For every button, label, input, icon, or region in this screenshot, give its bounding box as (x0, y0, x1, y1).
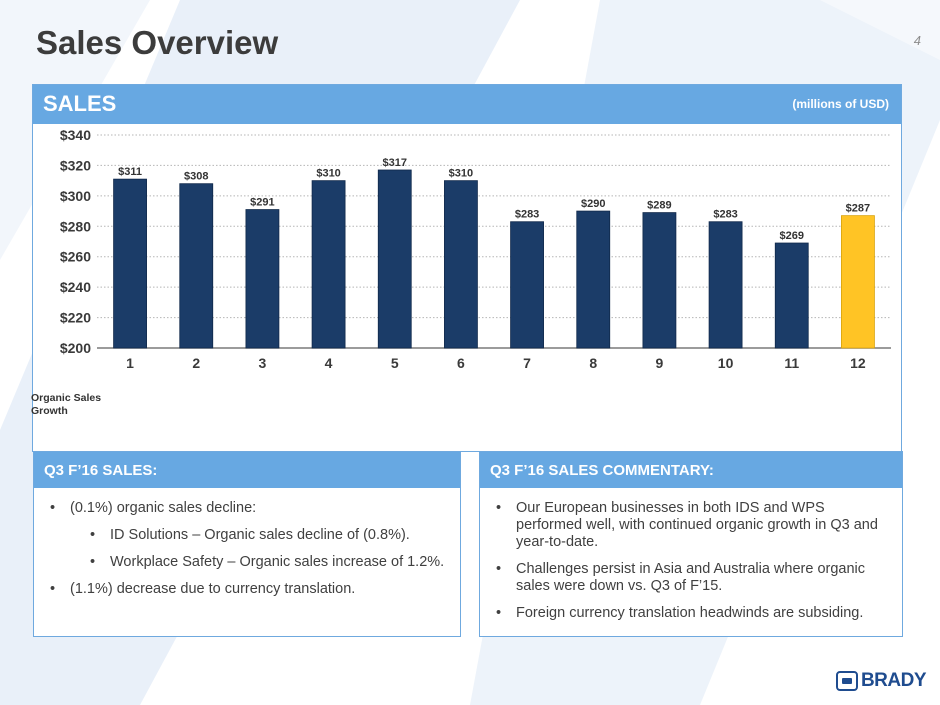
bullet-item: Challenges persist in Asia and Australia… (480, 561, 902, 595)
x-tick-label: 9 (656, 355, 664, 371)
y-tick-label: $340 (60, 127, 91, 143)
bar-data-label: $283 (515, 209, 539, 221)
q3-sales-commentary-panel-header: Q3 F’16 SALES COMMENTARY: (480, 452, 902, 488)
q3-sales-bullet-list: (0.1%) organic sales decline: ID Solutio… (34, 500, 460, 608)
x-tick-label: 2 (192, 355, 200, 371)
commentary-bullet-list: Our European businesses in both IDS and … (480, 500, 902, 632)
page-number: 4 (913, 33, 921, 48)
bar (311, 180, 346, 349)
bar (179, 183, 214, 349)
sales-bar-chart: $200 $220 $240 $260 $280 $300 $320 $340 $311 1 $30… (60, 127, 891, 371)
x-tick-label: 10 (718, 355, 734, 371)
bar-data-label: $310 (449, 168, 473, 180)
sub-bullet-item: Workplace Safety – Organic sales increas… (34, 554, 460, 571)
sales-units-label: (millions of USD) (792, 97, 889, 111)
bar (444, 180, 478, 349)
y-tick-label: $280 (60, 218, 91, 234)
q3-sales-commentary-panel-title: Q3 F’16 SALES COMMENTARY: (490, 462, 714, 479)
x-tick-label: 8 (589, 355, 597, 371)
y-tick-label: $240 (60, 279, 91, 295)
organic-sales-growth-label: Organic Sales Growth (31, 392, 102, 417)
bullet-item: (1.1%) decrease due to currency translat… (34, 581, 460, 598)
x-tick-label: 7 (523, 355, 531, 371)
q3-sales-commentary-panel: Q3 F’16 SALES COMMENTARY: Our European b… (479, 451, 903, 637)
bar-data-label: $290 (581, 198, 605, 210)
q3-sales-panel: Q3 F’16 SALES: (0.1%) organic sales decl… (33, 451, 461, 637)
y-tick-label: $300 (60, 188, 91, 204)
bar-data-label: $269 (780, 230, 804, 242)
bar-data-label: $287 (846, 203, 870, 215)
x-tick-label: 1 (126, 355, 134, 371)
bar (245, 209, 280, 349)
bar-data-label: $291 (250, 197, 274, 209)
bar-data-label: $289 (647, 200, 671, 212)
bullet-item: Our European businesses in both IDS and … (480, 500, 902, 551)
bar (576, 210, 611, 349)
bar (642, 212, 677, 349)
brady-logo: BRADY (835, 670, 927, 692)
bar-data-label: $317 (383, 157, 407, 169)
bar-data-label: $283 (713, 209, 737, 221)
y-tick-label: $260 (60, 249, 91, 265)
x-tick-label: 11 (784, 355, 799, 371)
x-tick-label: 6 (457, 355, 465, 371)
x-tick-label: 12 (850, 355, 866, 371)
bar (841, 215, 875, 349)
x-tick-label: 4 (325, 355, 333, 371)
x-tick-label: 3 (259, 355, 267, 371)
sales-panel-header: SALES (millions of USD) (33, 85, 901, 124)
sales-panel: SALES (millions of USD) $200 $220 $240 $260… (31, 84, 902, 452)
sales-panel-title: SALES (43, 91, 117, 116)
q3-sales-panel-title: Q3 F’16 SALES: (44, 462, 158, 479)
bar (113, 178, 147, 349)
y-tick-label: $220 (60, 310, 91, 326)
bar (708, 221, 743, 349)
bar-data-label: $308 (184, 171, 208, 183)
q3-sales-panel-header: Q3 F’16 SALES: (34, 452, 460, 488)
slide-title: Sales Overview (36, 24, 279, 61)
bar-data-label: $310 (316, 168, 340, 180)
bar (774, 242, 809, 349)
y-tick-label: $320 (60, 157, 91, 173)
bar (510, 221, 544, 349)
y-tick-label: $200 (60, 340, 91, 356)
bullet-item: Foreign currency translation headwinds a… (480, 605, 902, 622)
brady-logo-text: BRADY (860, 670, 927, 691)
sub-bullet-item: ID Solutions – Organic sales decline of … (34, 527, 460, 544)
x-tick-label: 5 (391, 355, 399, 371)
bar-data-label: $311 (118, 166, 142, 178)
bullet-item: (0.1%) organic sales decline: (34, 500, 460, 517)
brady-logo-mark-icon (835, 671, 858, 691)
bar (377, 169, 412, 349)
